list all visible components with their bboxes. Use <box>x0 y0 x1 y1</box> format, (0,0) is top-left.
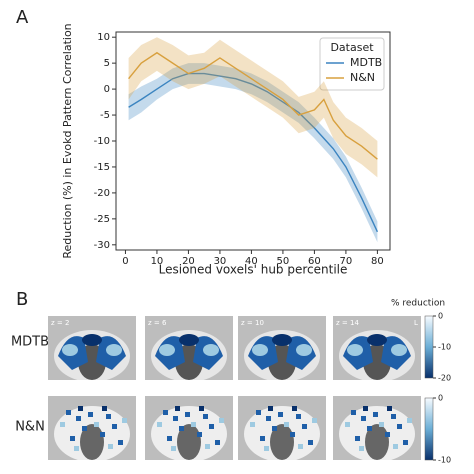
series-line <box>128 51 378 160</box>
slice-label: z = 2 <box>51 319 69 327</box>
series-line <box>128 72 379 233</box>
colorbar-title: % reduction <box>391 299 445 309</box>
slice-label: z = 10 <box>241 319 264 327</box>
legend-title: Dataset <box>330 41 374 54</box>
colorbar-tick-label: 0 <box>438 312 443 321</box>
panel-label: A <box>16 7 29 28</box>
x-tick-label: 60 <box>308 256 321 267</box>
x-tick-label: 50 <box>277 256 290 267</box>
x-tick-label: 80 <box>371 256 384 267</box>
brain-slice <box>238 396 326 460</box>
y-tick-label: -10 <box>94 136 110 147</box>
brain-slice <box>48 396 136 460</box>
x-tick-label: 10 <box>151 256 164 267</box>
brain-slice <box>145 396 233 460</box>
y-tick-label: 5 <box>104 58 110 69</box>
slice-label: z = 14 <box>336 319 359 327</box>
confidence-band <box>128 63 378 243</box>
x-axis-label: Lesioned voxels' hub percentile <box>159 263 348 277</box>
colorbar-tick-label: -10 <box>438 343 451 352</box>
y-tick-label: -30 <box>94 240 110 251</box>
row-label: N&N <box>15 420 45 435</box>
colorbar <box>424 315 434 379</box>
y-tick-label: 10 <box>97 32 110 43</box>
brain-slice <box>333 396 421 460</box>
x-tick-label: 30 <box>214 256 227 267</box>
x-tick-label: 70 <box>340 256 353 267</box>
slice-label: z = 6 <box>148 319 167 327</box>
y-tick-label: -15 <box>94 162 110 173</box>
colorbar-tick-label: 0 <box>438 394 443 403</box>
y-tick-label: -5 <box>100 110 110 121</box>
y-tick-label: -25 <box>94 214 110 225</box>
x-tick-label: 20 <box>182 256 195 267</box>
y-tick-label: -20 <box>94 188 110 199</box>
colorbar <box>424 397 434 461</box>
colorbar-tick-label: -10 <box>438 456 451 465</box>
brain-row <box>48 316 421 460</box>
legend-label: MDTB <box>350 56 382 69</box>
legend-label: N&N <box>350 71 375 84</box>
y-axis-label: Reduction (%) in Evokd Pattern Correlati… <box>61 23 74 258</box>
row-label: MDTB <box>11 335 49 350</box>
legend-box <box>319 37 385 91</box>
x-tick-label: 40 <box>245 256 258 267</box>
colorbar-tick-label: -20 <box>438 374 451 383</box>
panel-label: B <box>16 289 28 310</box>
x-tick-label: 0 <box>122 256 128 267</box>
y-tick-label: 0 <box>104 84 110 95</box>
side-label: L <box>414 319 418 327</box>
